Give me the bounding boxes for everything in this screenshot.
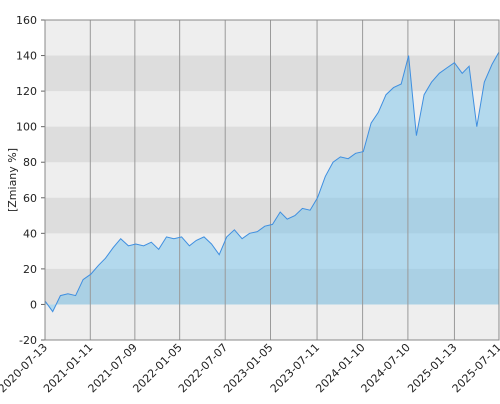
- y-tick-label: 80: [23, 156, 37, 169]
- y-tick-label: -20: [19, 334, 37, 347]
- plot-border: [44, 19, 500, 341]
- y-tick-label: 160: [16, 14, 37, 27]
- y-tick-label: 120: [16, 85, 37, 98]
- y-tick-label: 140: [16, 50, 37, 63]
- y-axis-label: [Zmiany %]: [6, 148, 19, 212]
- y-tick-label: 0: [30, 298, 37, 311]
- y-tick-label: 100: [16, 121, 37, 134]
- line: [44, 51, 500, 313]
- area: [45, 52, 499, 312]
- y-tick-label: 40: [23, 227, 37, 240]
- band: [45, 55, 499, 92]
- y-tick-label: 20: [23, 263, 37, 276]
- y-tick-label: 60: [23, 192, 37, 205]
